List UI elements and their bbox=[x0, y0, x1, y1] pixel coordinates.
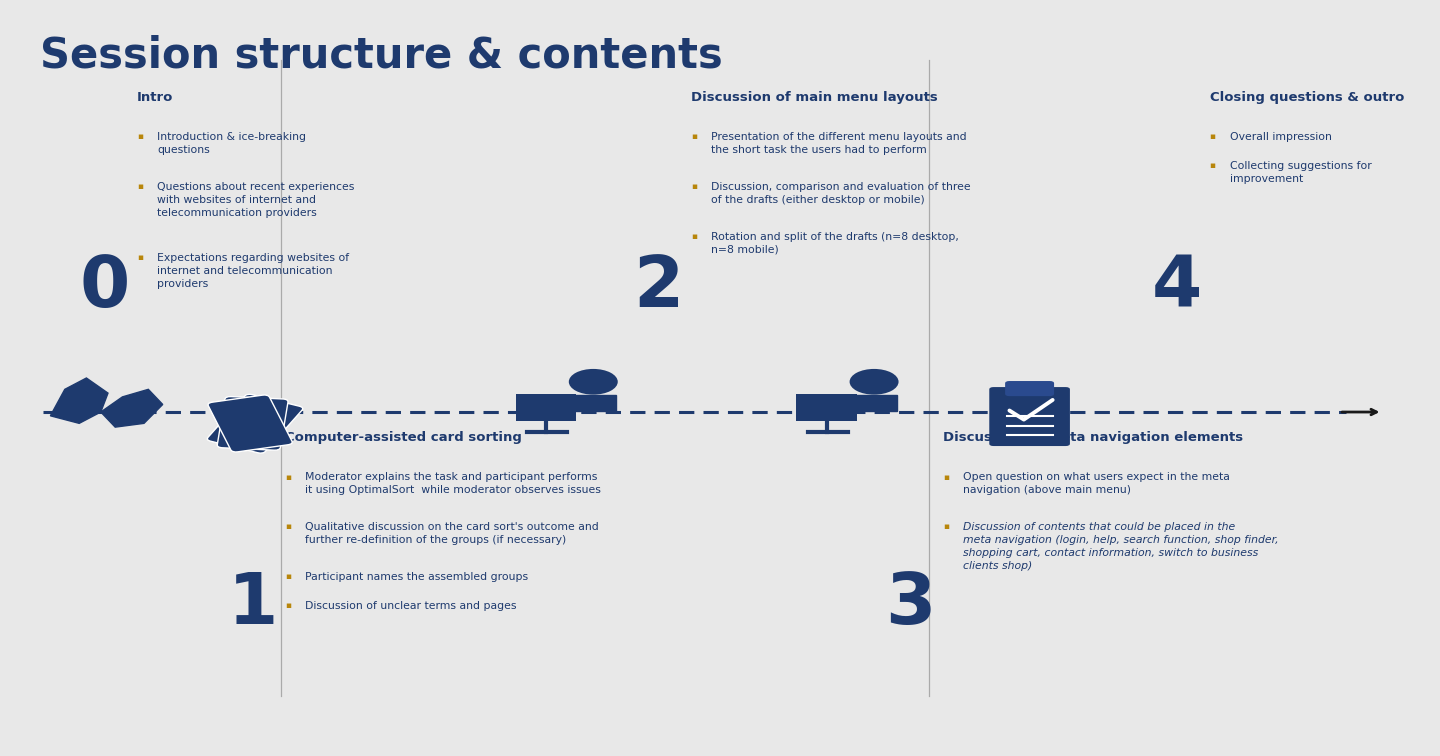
Polygon shape bbox=[570, 395, 616, 411]
Text: Discussion of main menu layouts: Discussion of main menu layouts bbox=[691, 91, 937, 104]
Text: Expectations regarding websites of
internet and telecommunication
providers: Expectations regarding websites of inter… bbox=[157, 253, 348, 289]
Text: ▪: ▪ bbox=[285, 572, 291, 581]
Text: ▪: ▪ bbox=[137, 253, 143, 262]
Text: Intro: Intro bbox=[137, 91, 173, 104]
Text: Closing questions & outro: Closing questions & outro bbox=[1210, 91, 1404, 104]
Text: ▪: ▪ bbox=[691, 132, 697, 141]
Text: Computer-assisted card sorting: Computer-assisted card sorting bbox=[285, 431, 521, 444]
Circle shape bbox=[850, 369, 899, 395]
Text: ▪: ▪ bbox=[1210, 161, 1215, 170]
Text: Discussion, comparison and evaluation of three
of the drafts (either desktop or : Discussion, comparison and evaluation of… bbox=[711, 182, 971, 205]
Text: Collecting suggestions for
improvement: Collecting suggestions for improvement bbox=[1230, 161, 1371, 184]
Polygon shape bbox=[50, 378, 108, 423]
Text: ▪: ▪ bbox=[691, 232, 697, 241]
Text: ▪: ▪ bbox=[691, 182, 697, 191]
Circle shape bbox=[569, 369, 618, 395]
Text: 1: 1 bbox=[228, 570, 278, 640]
Text: 2: 2 bbox=[634, 253, 684, 322]
Text: ▪: ▪ bbox=[137, 132, 143, 141]
FancyBboxPatch shape bbox=[1005, 381, 1054, 396]
Text: Overall impression: Overall impression bbox=[1230, 132, 1332, 142]
Text: Participant names the assembled groups: Participant names the assembled groups bbox=[305, 572, 528, 582]
FancyBboxPatch shape bbox=[516, 394, 576, 421]
Text: ▪: ▪ bbox=[285, 472, 291, 482]
Polygon shape bbox=[101, 389, 163, 427]
FancyBboxPatch shape bbox=[217, 397, 288, 450]
Text: ▪: ▪ bbox=[1210, 132, 1215, 141]
FancyBboxPatch shape bbox=[989, 387, 1070, 446]
Text: Discussion of meta navigation elements: Discussion of meta navigation elements bbox=[943, 431, 1243, 444]
Text: Moderator explains the task and participant performs
it using OptimalSort  while: Moderator explains the task and particip… bbox=[305, 472, 600, 495]
Text: ▪: ▪ bbox=[943, 472, 949, 482]
Text: Questions about recent experiences
with websites of internet and
telecommunicati: Questions about recent experiences with … bbox=[157, 182, 354, 218]
Text: ▪: ▪ bbox=[943, 522, 949, 531]
FancyBboxPatch shape bbox=[207, 395, 302, 453]
Text: Discussion of contents that could be placed in the
meta navigation (login, help,: Discussion of contents that could be pla… bbox=[963, 522, 1279, 571]
Text: Qualitative discussion on the card sort's outcome and
further re-definition of t: Qualitative discussion on the card sort'… bbox=[305, 522, 599, 545]
FancyBboxPatch shape bbox=[207, 395, 292, 452]
Text: Rotation and split of the drafts (n=8 desktop,
n=8 mobile): Rotation and split of the drafts (n=8 de… bbox=[711, 232, 959, 255]
Text: Presentation of the different menu layouts and
the short task the users had to p: Presentation of the different menu layou… bbox=[711, 132, 968, 155]
Text: Open question on what users expect in the meta
navigation (above main menu): Open question on what users expect in th… bbox=[963, 472, 1230, 495]
Text: ▪: ▪ bbox=[285, 522, 291, 531]
Text: Session structure & contents: Session structure & contents bbox=[40, 34, 723, 76]
Text: Introduction & ice-breaking
questions: Introduction & ice-breaking questions bbox=[157, 132, 305, 155]
Text: Discussion of unclear terms and pages: Discussion of unclear terms and pages bbox=[305, 601, 517, 611]
Polygon shape bbox=[851, 395, 897, 411]
FancyBboxPatch shape bbox=[796, 394, 857, 421]
Text: 3: 3 bbox=[886, 570, 936, 640]
Text: 0: 0 bbox=[79, 253, 130, 322]
Text: 4: 4 bbox=[1152, 253, 1202, 322]
Text: ▪: ▪ bbox=[137, 182, 143, 191]
Text: ▪: ▪ bbox=[285, 601, 291, 610]
